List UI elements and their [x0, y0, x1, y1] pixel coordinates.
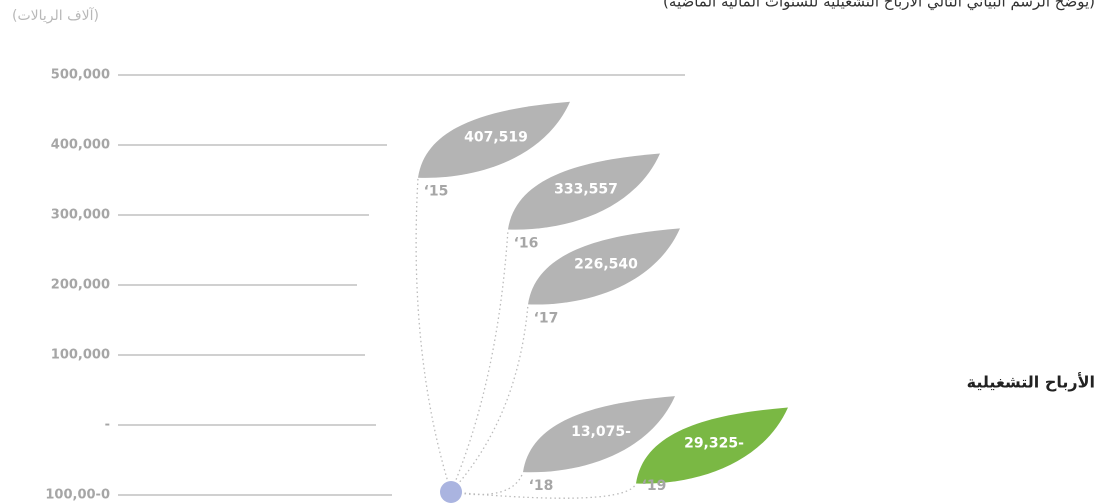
leaf	[418, 101, 570, 178]
value-label: 226,540	[574, 256, 638, 272]
connector	[450, 483, 637, 499]
unit-label: (آلاف الريالات)	[12, 7, 99, 24]
leaf	[528, 228, 680, 305]
y-tick-label: 100,00-0	[45, 488, 110, 503]
leaf	[508, 153, 660, 230]
x-tick-label: ‘17	[534, 310, 559, 326]
value-label: 29,325-	[684, 436, 744, 452]
chart-title: (يوضح الرسم البياني التالي الأرباح التشغ…	[663, 0, 1095, 12]
x-tick-label: ‘16	[514, 236, 539, 252]
leaf	[523, 396, 675, 473]
hub	[440, 481, 462, 503]
x-tick-label: ‘18	[529, 478, 554, 494]
connector	[450, 229, 509, 493]
y-tick-label: -	[105, 418, 110, 433]
leaf	[636, 407, 788, 484]
connector	[450, 304, 529, 493]
value-label: 407,519	[464, 130, 528, 146]
value-label: 13,075-	[571, 424, 631, 440]
series-label: الأرباح التشغيلية	[967, 373, 1095, 392]
x-tick-label: ‘19	[642, 478, 667, 494]
y-tick-label: 100,000	[51, 348, 110, 363]
y-tick-label: 400,000	[51, 138, 110, 153]
y-tick-label: 500,000	[51, 68, 110, 83]
connector	[415, 177, 452, 493]
y-tick-label: 300,000	[51, 208, 110, 223]
x-tick-label: ‘15	[424, 184, 449, 200]
value-label: 333,557	[554, 182, 618, 198]
y-tick-label: 200,000	[51, 278, 110, 293]
